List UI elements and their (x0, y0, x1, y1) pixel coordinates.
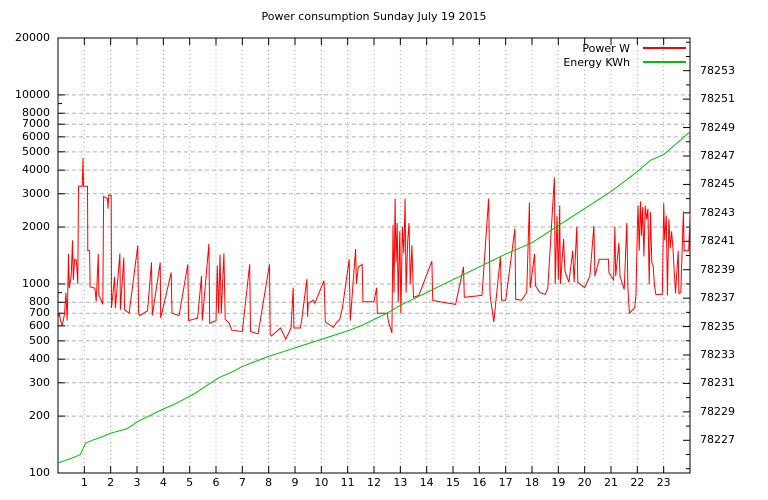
y-right-tick-label: 78237 (700, 291, 735, 305)
y-left-tick-label: 10000 (15, 87, 50, 101)
y-left-tick-label: 5000 (22, 144, 50, 158)
legend-label-power: Power W (582, 41, 630, 55)
x-tick-label: 6 (212, 476, 220, 489)
y-right-tick-label: 78231 (700, 376, 735, 390)
y-left-tick-label: 400 (29, 352, 50, 366)
x-tick-label: 15 (446, 476, 460, 489)
x-tick-label: 12 (367, 476, 381, 489)
y-left-tick-label: 4000 (22, 163, 50, 177)
y-right-tick-label: 78247 (700, 148, 735, 162)
x-tick-label: 7 (238, 476, 246, 489)
y-right-tick-label: 78249 (700, 120, 735, 134)
x-tick-label: 9 (291, 476, 299, 489)
y-left-tick-label: 100 (29, 466, 50, 479)
y-right-tick-label: 78229 (700, 404, 735, 418)
energy-line-sample-icon (643, 61, 686, 63)
x-tick-label: 4 (159, 476, 167, 489)
y-right-tick-label: 78251 (700, 92, 735, 106)
legend-entry-power: Power W (480, 41, 686, 55)
y-right-tick-label: 78227 (700, 433, 735, 447)
x-tick-label: 1 (80, 476, 88, 489)
x-tick-label: 3 (133, 476, 141, 489)
x-tick-label: 2 (107, 476, 115, 489)
legend-entry-energy: Energy KWh (480, 55, 686, 69)
x-tick-label: 17 (498, 476, 513, 489)
y-left-tick-label: 3000 (22, 186, 50, 200)
y-right-tick-label: 78241 (700, 234, 735, 248)
y-left-tick-label: 2000 (22, 220, 50, 234)
x-tick-label: 21 (604, 476, 618, 489)
y-left-tick-label: 20000 (15, 31, 50, 44)
y-left-tick-label: 500 (29, 333, 50, 347)
y-left-tick-label: 600 (29, 318, 50, 332)
y-left-tick-label: 300 (29, 375, 50, 389)
y-left-tick-label: 1000 (22, 276, 50, 290)
x-tick-label: 14 (419, 476, 434, 489)
y-left-tick-label: 8000 (22, 106, 50, 120)
y-right-tick-label: 78235 (700, 319, 735, 333)
y-left-tick-label: 700 (29, 306, 50, 320)
power-line-sample-icon (643, 47, 686, 49)
chart-title: Power consumption Sunday July 19 2015 (261, 10, 487, 23)
x-tick-label: 11 (340, 476, 355, 489)
x-tick-label: 8 (265, 476, 273, 489)
y-left-tick-label: 6000 (22, 129, 50, 143)
y-right-tick-label: 78243 (700, 205, 735, 219)
x-tick-label: 20 (577, 476, 592, 489)
x-tick-label: 23 (656, 476, 671, 489)
y-right-tick-label: 78253 (700, 63, 735, 77)
y-right-tick-label: 78233 (700, 348, 735, 361)
y-right-tick-label: 78245 (700, 177, 735, 191)
x-tick-label: 13 (393, 476, 408, 489)
x-tick-label: 10 (314, 476, 329, 489)
x-tick-label: 22 (630, 476, 645, 489)
y-left-tick-label: 7000 (22, 117, 50, 131)
y-left-tick-label: 200 (29, 409, 50, 423)
y-right-tick-label: 78239 (700, 262, 735, 276)
x-tick-label: 19 (551, 476, 566, 489)
y-left-tick-label: 800 (29, 295, 50, 309)
x-tick-label: 5 (186, 476, 194, 489)
x-tick-label: 16 (472, 476, 487, 489)
x-tick-label: 18 (525, 476, 539, 489)
legend-label-energy: Energy KWh (563, 55, 630, 69)
